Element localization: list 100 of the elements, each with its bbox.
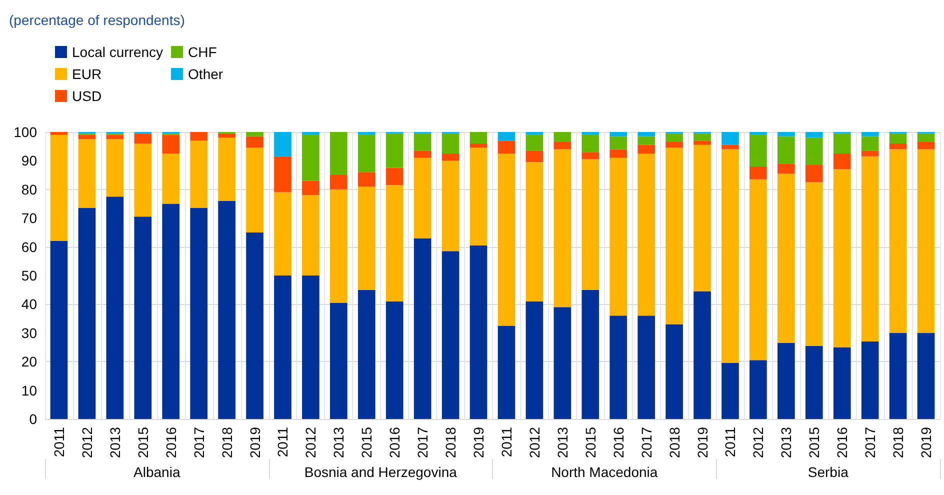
bar (358, 290, 376, 419)
bar (722, 132, 739, 145)
bar (917, 332, 935, 419)
bar (526, 162, 544, 302)
bar (274, 132, 292, 156)
bar (638, 136, 655, 145)
x-tick-label: 2013 (554, 426, 570, 458)
text: Serbia (808, 464, 849, 480)
bar (386, 185, 404, 302)
bar (470, 132, 488, 144)
bar (610, 149, 628, 158)
bar (50, 134, 68, 242)
bar (778, 132, 795, 136)
bar (750, 132, 767, 135)
x-tick-label: 2011 (274, 426, 291, 458)
x-tick-label: 2019 (470, 426, 487, 458)
bar (442, 160, 460, 252)
x-tick-label: 2017 (414, 426, 431, 458)
bar (302, 276, 320, 419)
legend-label: CHF (188, 44, 217, 60)
y-tick-label: 20 (21, 354, 38, 370)
bar (246, 136, 264, 148)
bar (414, 150, 432, 158)
y-tick-label: 80 (21, 181, 38, 198)
bar (861, 156, 879, 342)
x-tick-label: 2013 (330, 426, 347, 458)
bar (386, 301, 404, 419)
bar (638, 154, 655, 316)
x-tick-label: 2015 (358, 426, 375, 458)
bar (218, 138, 236, 201)
bar (274, 192, 292, 276)
y-tick-label: 10 (21, 382, 38, 398)
bar (246, 148, 264, 232)
bar (386, 168, 404, 186)
bar (498, 132, 516, 141)
bar (778, 174, 795, 343)
bar (106, 196, 124, 419)
x-tick-label: 2012 (526, 426, 542, 458)
x-tick-label: 2019 (694, 426, 710, 458)
bar (498, 154, 516, 326)
text: Bosnia and Herzegovina (304, 464, 458, 480)
bar (246, 132, 264, 136)
bar (526, 132, 544, 135)
bar (889, 332, 907, 419)
bar (750, 360, 767, 419)
bar (302, 180, 320, 196)
x-tick-label: 2015 (134, 426, 151, 458)
bar (610, 136, 628, 150)
x-tick-label: 2016 (834, 426, 850, 458)
bar (526, 301, 544, 419)
x-tick-label: 2017 (638, 426, 654, 458)
bar (889, 133, 907, 144)
bar (750, 134, 767, 166)
bar (694, 144, 711, 292)
bar (833, 133, 851, 154)
bar (162, 134, 180, 154)
bar (582, 159, 600, 290)
bar (666, 324, 683, 419)
bar (805, 165, 823, 182)
x-tick-label: 2017 (862, 426, 878, 458)
bar (610, 132, 628, 136)
text: North Macedonia (551, 464, 658, 480)
bar (694, 133, 711, 141)
bar (470, 245, 488, 419)
bar (638, 144, 655, 154)
y-tick-label: 40 (21, 296, 38, 312)
bar (302, 132, 320, 135)
x-tick-label: 2015 (582, 426, 598, 458)
x-tick-label: 2011 (498, 426, 514, 458)
bar (889, 149, 907, 333)
bar (750, 179, 767, 360)
x-tick-label: 2013 (106, 426, 123, 458)
bar (889, 143, 907, 150)
bar (330, 132, 348, 176)
bar (302, 134, 320, 181)
bar (358, 132, 376, 135)
bar (106, 134, 124, 140)
bar (917, 142, 935, 150)
bar (582, 152, 600, 160)
bar (50, 241, 68, 419)
bar (805, 346, 823, 419)
bar (190, 132, 208, 141)
bar (302, 195, 320, 276)
bar (134, 133, 152, 144)
bar (330, 189, 348, 303)
bar (722, 363, 739, 419)
bar (442, 251, 460, 419)
bar (833, 347, 851, 419)
bar (414, 238, 432, 419)
x-tick-label: 2012 (750, 426, 766, 458)
bar (805, 132, 823, 138)
bar (582, 134, 600, 152)
bar (50, 132, 68, 135)
y-tick-label: 50 (21, 268, 38, 284)
y-tick-label: 0 (29, 411, 38, 427)
bar (833, 154, 851, 170)
bar (778, 342, 795, 419)
bar (330, 302, 348, 419)
legend-label: Other (188, 66, 224, 82)
bar (917, 133, 935, 142)
